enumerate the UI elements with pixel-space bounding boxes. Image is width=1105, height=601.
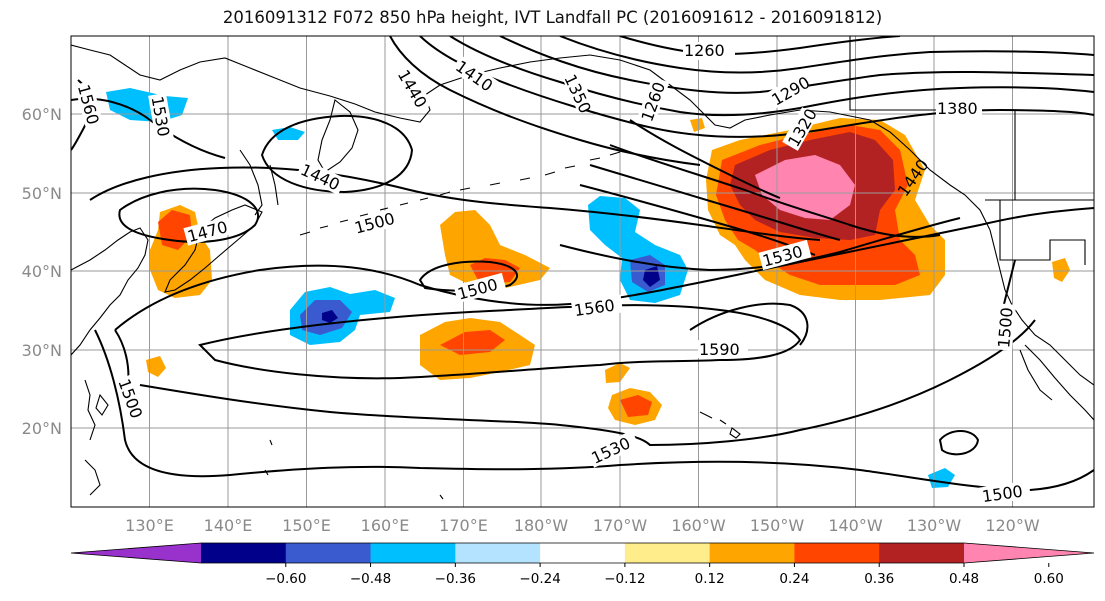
contour-1440-wave bbox=[629, 119, 781, 199]
lon-label-130e: 130°E bbox=[125, 516, 174, 535]
colorbar-segment bbox=[964, 543, 1094, 563]
contour-1530-north bbox=[71, 97, 226, 159]
contour-1320 bbox=[499, 36, 1094, 94]
contour-1350 bbox=[449, 36, 1094, 117]
colorbar: −0.60 −0.48 −0.36 −0.24 −0.12 0.12 0.24 0.36 0.4… bbox=[70, 542, 1095, 587]
map-frame bbox=[70, 35, 1095, 508]
colorbar-tick-label: 0.12 bbox=[695, 571, 725, 587]
contour-1410-inner bbox=[609, 144, 941, 238]
colorbar-tick-label: −0.60 bbox=[265, 571, 306, 587]
contour-label: 1590 bbox=[699, 340, 740, 359]
map-plot-area: 1260 1290 1320 1350 1380 1410 1440 1440 … bbox=[71, 36, 1094, 507]
colorbar-segment bbox=[370, 543, 456, 563]
lon-label-170e: 170°E bbox=[439, 516, 488, 535]
negative-anomaly-155e-peak bbox=[322, 310, 338, 323]
colorbar-segment bbox=[455, 543, 541, 563]
contour-1530-south bbox=[139, 319, 1036, 447]
positive-anomaly-small-4 bbox=[690, 118, 705, 132]
colorbar-tick-label: −0.36 bbox=[435, 571, 476, 587]
colorbar-tick-label: −0.48 bbox=[350, 571, 391, 587]
colorbar-segment bbox=[709, 543, 795, 563]
lat-label-40n: 40°N bbox=[22, 262, 62, 281]
lat-label-60n: 60°N bbox=[22, 105, 62, 124]
lon-label-140e: 140°E bbox=[204, 516, 253, 535]
lat-label-50n: 50°N bbox=[22, 184, 62, 203]
latitude-labels: 60°N 50°N 40°N 30°N 20°N bbox=[22, 105, 62, 438]
contour-label: 1380 bbox=[937, 99, 978, 118]
contour-1500-closed-east bbox=[938, 430, 980, 456]
colorbar-segment bbox=[879, 543, 965, 563]
colorbar-tick-label: 0.60 bbox=[1034, 571, 1064, 587]
positive-anomaly-170e-region bbox=[440, 210, 550, 288]
colorbar-segment bbox=[540, 543, 626, 563]
contour-1500-north bbox=[89, 166, 821, 241]
contour-1440-inner bbox=[589, 164, 841, 241]
contour-1470-inner bbox=[579, 184, 816, 256]
positive-anomaly-hawaii-core bbox=[620, 395, 652, 417]
contour-1500-south bbox=[94, 329, 1094, 492]
colorbar-segment bbox=[201, 543, 287, 563]
contour-1590-east bbox=[689, 302, 809, 346]
lon-label-140w: 140°W bbox=[828, 516, 883, 535]
positive-anomaly-small-3 bbox=[1052, 258, 1070, 282]
map-title: 2016091312 F072 850 hPa height, IVT Land… bbox=[222, 8, 883, 27]
lat-label-30n: 30°N bbox=[22, 341, 62, 360]
colorbar-segment bbox=[71, 543, 201, 563]
lon-label-130w: 130°W bbox=[907, 516, 962, 535]
colorbar-tick-label: −0.12 bbox=[604, 571, 645, 587]
longitude-labels: 130°E 140°E 150°E 160°E 170°E 180°W 170°… bbox=[125, 516, 1040, 535]
contour-1380 bbox=[419, 36, 1094, 138]
colorbar-segment bbox=[285, 543, 372, 563]
lon-label-180w: 180°W bbox=[514, 516, 569, 535]
colorbar-outline bbox=[70, 542, 1095, 564]
colorbar-tick-label: 0.36 bbox=[864, 571, 894, 587]
colorbar-segment bbox=[794, 543, 880, 563]
positive-anomaly-pink-region bbox=[755, 155, 855, 220]
contour-label: 1500 bbox=[994, 307, 1016, 349]
contour-1260 bbox=[619, 36, 901, 56]
contour-1470 bbox=[118, 187, 260, 243]
graticule bbox=[71, 36, 1094, 507]
positive-anomaly-30n-core bbox=[440, 330, 505, 355]
lon-label-150w: 150°W bbox=[750, 516, 805, 535]
colorbar-tick-label: −0.24 bbox=[519, 571, 560, 587]
colorbar-tick-label: 0.24 bbox=[779, 571, 809, 587]
contour-1590 bbox=[198, 304, 802, 380]
contour-label: 1260 bbox=[684, 41, 725, 60]
negative-anomaly-north-2 bbox=[272, 127, 305, 140]
colorbar-segment bbox=[624, 543, 711, 563]
lat-label-20n: 20°N bbox=[22, 419, 62, 438]
lon-label-170w: 170°W bbox=[593, 516, 648, 535]
contour-1290 bbox=[559, 36, 1094, 74]
lon-label-120w: 120°W bbox=[985, 516, 1040, 535]
lon-label-160e: 160°E bbox=[361, 516, 410, 535]
positive-anomaly-small-2 bbox=[605, 363, 630, 383]
colorbar-tick-label: 0.48 bbox=[949, 571, 979, 587]
contour-1440-closed bbox=[260, 114, 414, 194]
positive-anomaly-small-1 bbox=[146, 356, 166, 377]
lon-label-150e: 150°E bbox=[282, 516, 331, 535]
ivt-shading bbox=[106, 88, 1070, 488]
lon-label-160w: 160°W bbox=[671, 516, 726, 535]
